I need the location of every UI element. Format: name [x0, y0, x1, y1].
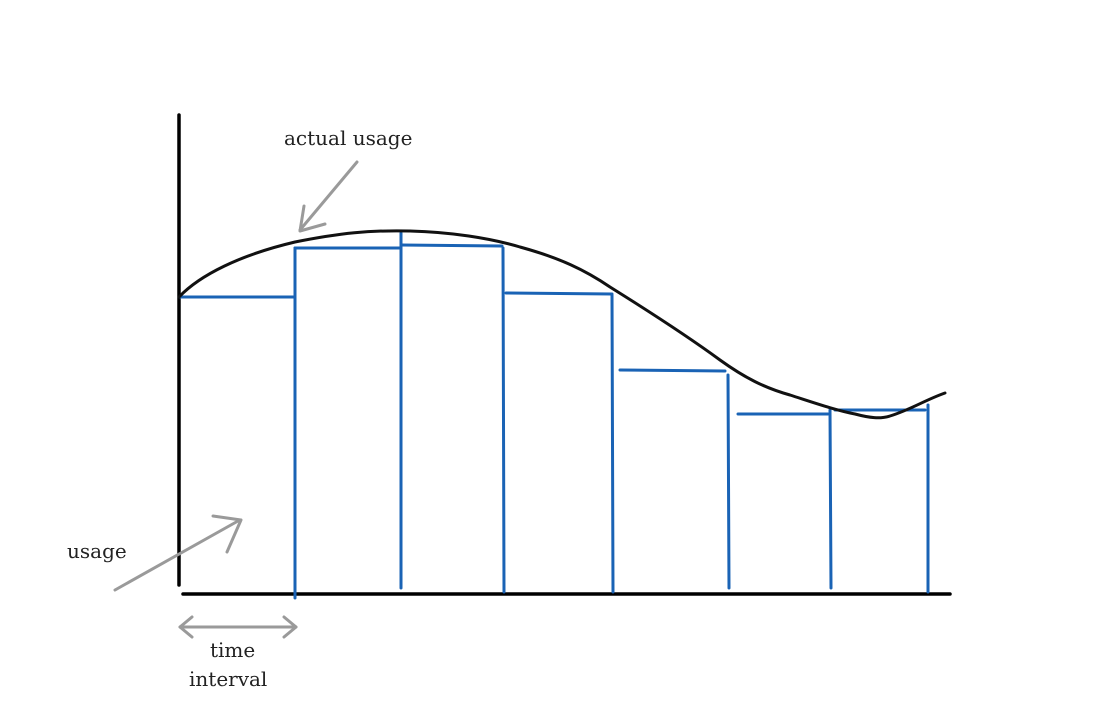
step-top-4	[504, 291, 614, 296]
step-top-3	[399, 243, 504, 248]
step-approximation	[178, 231, 930, 600]
actual-usage-arrow	[298, 160, 359, 233]
usage-arrow	[113, 514, 243, 592]
actual-usage-label: actual usage	[284, 126, 412, 150]
step-divider-6	[828, 408, 833, 590]
time-interval-label-line1: time	[210, 638, 255, 662]
time-interval-label-line2: interval	[189, 667, 267, 691]
step-divider-5	[726, 373, 731, 590]
step-top-5	[618, 368, 727, 373]
time-interval-arrow	[178, 615, 298, 639]
usage-label: usage	[67, 539, 127, 563]
step-divider-4	[610, 293, 615, 594]
step-divider-3	[501, 246, 506, 594]
actual-usage-curve	[177, 229, 947, 420]
